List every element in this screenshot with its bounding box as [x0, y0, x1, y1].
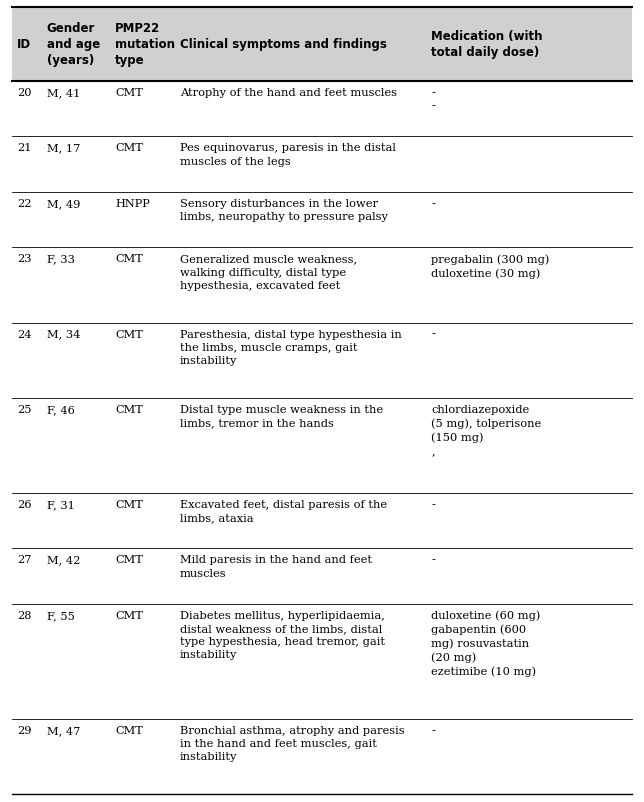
Text: Mild paresis in the hand and feet
muscles: Mild paresis in the hand and feet muscle…	[180, 555, 372, 578]
Text: CMT: CMT	[115, 555, 143, 565]
Text: M, 42: M, 42	[47, 555, 80, 565]
Text: 22: 22	[17, 199, 32, 209]
Text: F, 46: F, 46	[47, 404, 75, 415]
Text: 24: 24	[17, 329, 32, 339]
Text: 26: 26	[17, 500, 32, 509]
Text: M, 47: M, 47	[47, 725, 80, 735]
Text: F, 33: F, 33	[47, 254, 75, 264]
Text: M, 17: M, 17	[47, 144, 80, 153]
Text: M, 41: M, 41	[47, 87, 80, 98]
Text: Bronchial asthma, atrophy and paresis
in the hand and feet muscles, gait
instabi: Bronchial asthma, atrophy and paresis in…	[180, 725, 404, 761]
Text: Paresthesia, distal type hypesthesia in
the limbs, muscle cramps, gait
instabili: Paresthesia, distal type hypesthesia in …	[180, 329, 402, 366]
Text: PMP22
mutation
type: PMP22 mutation type	[115, 22, 175, 67]
Text: -: -	[431, 329, 435, 339]
Text: -
-: - -	[431, 87, 435, 111]
Text: Distal type muscle weakness in the
limbs, tremor in the hands: Distal type muscle weakness in the limbs…	[180, 404, 383, 427]
Text: HNPP: HNPP	[115, 199, 149, 209]
Text: -: -	[431, 199, 435, 209]
Text: M, 49: M, 49	[47, 199, 80, 209]
Text: 23: 23	[17, 254, 32, 264]
Text: Sensory disturbances in the lower
limbs, neuropathy to pressure palsy: Sensory disturbances in the lower limbs,…	[180, 199, 388, 222]
Text: Excavated feet, distal paresis of the
limbs, ataxia: Excavated feet, distal paresis of the li…	[180, 500, 387, 522]
Bar	[12, 8, 632, 82]
Text: CMT: CMT	[115, 500, 143, 509]
Text: Diabetes mellitus, hyperlipidaemia,
distal weakness of the limbs, distal
type hy: Diabetes mellitus, hyperlipidaemia, dist…	[180, 610, 385, 659]
Text: Pes equinovarus, paresis in the distal
muscles of the legs: Pes equinovarus, paresis in the distal m…	[180, 144, 396, 166]
Text: chlordiazepoxide
(5 mg), tolperisone
(150 mg)
,: chlordiazepoxide (5 mg), tolperisone (15…	[431, 404, 542, 456]
Text: 25: 25	[17, 404, 32, 415]
Text: -: -	[431, 500, 435, 509]
Text: CMT: CMT	[115, 404, 143, 415]
Text: CMT: CMT	[115, 144, 143, 153]
Text: F, 55: F, 55	[47, 610, 75, 620]
Text: ID: ID	[17, 38, 31, 51]
Text: -: -	[431, 725, 435, 735]
Text: CMT: CMT	[115, 329, 143, 339]
Text: Gender
and age
(years): Gender and age (years)	[47, 22, 100, 67]
Text: 28: 28	[17, 610, 32, 620]
Text: 21: 21	[17, 144, 32, 153]
Text: duloxetine (60 mg)
gabapentin (600
mg) rosuvastatin
(20 mg)
ezetimibe (10 mg): duloxetine (60 mg) gabapentin (600 mg) r…	[431, 610, 540, 677]
Text: CMT: CMT	[115, 610, 143, 620]
Text: CMT: CMT	[115, 254, 143, 264]
Text: Clinical symptoms and findings: Clinical symptoms and findings	[180, 38, 387, 51]
Text: 27: 27	[17, 555, 32, 565]
Text: pregabalin (300 mg)
duloxetine (30 mg): pregabalin (300 mg) duloxetine (30 mg)	[431, 254, 549, 278]
Text: Generalized muscle weakness,
walking difficulty, distal type
hypesthesia, excava: Generalized muscle weakness, walking dif…	[180, 254, 357, 290]
Text: F, 31: F, 31	[47, 500, 75, 509]
Text: Medication (with
total daily dose): Medication (with total daily dose)	[431, 30, 543, 59]
Text: 20: 20	[17, 87, 32, 98]
Text: -: -	[431, 555, 435, 565]
Text: CMT: CMT	[115, 87, 143, 98]
Text: CMT: CMT	[115, 725, 143, 735]
Text: 29: 29	[17, 725, 32, 735]
Text: Atrophy of the hand and feet muscles: Atrophy of the hand and feet muscles	[180, 87, 397, 98]
Text: M, 34: M, 34	[47, 329, 80, 339]
